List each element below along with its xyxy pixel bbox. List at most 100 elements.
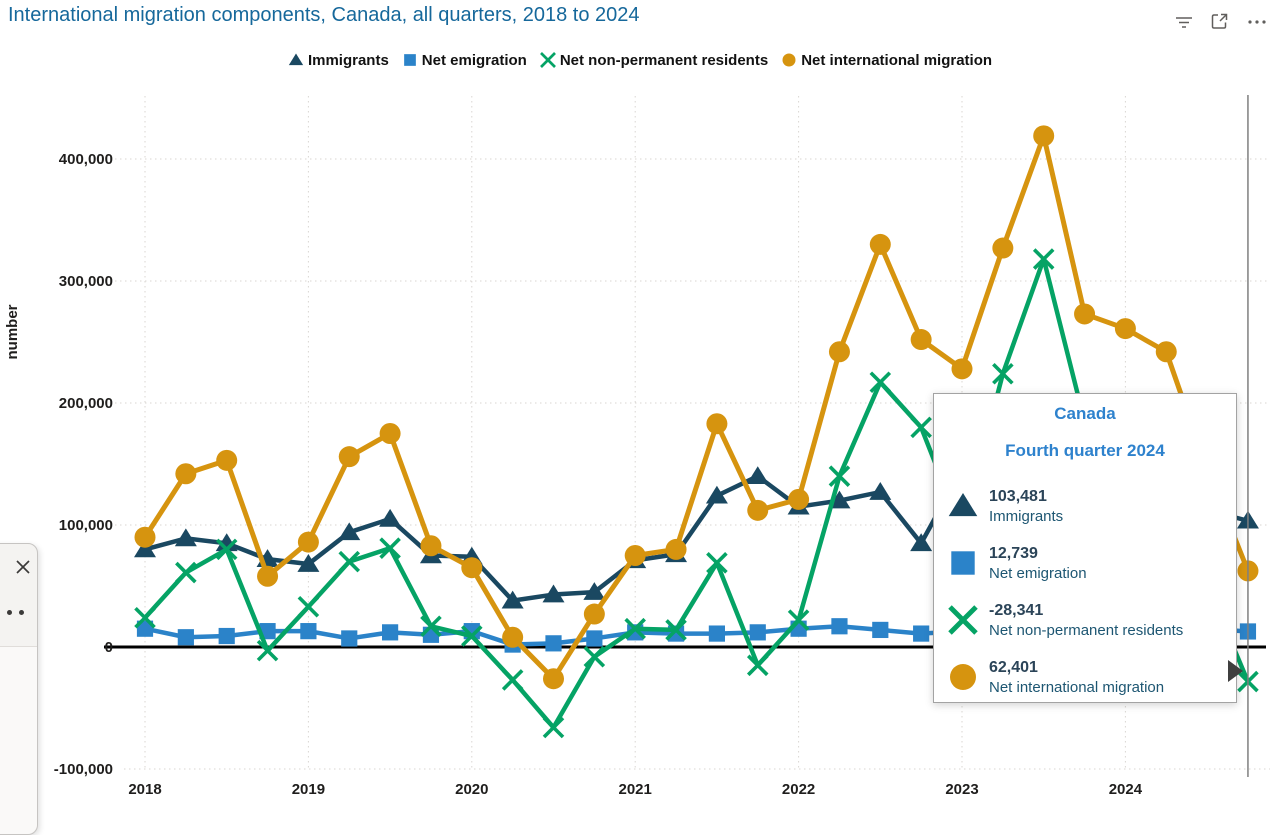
legend-item-net-emigration[interactable]: Net emigration — [402, 52, 527, 69]
triangle-marker[interactable] — [338, 522, 361, 541]
x-tick-label: 2019 — [292, 781, 325, 798]
triangle-marker[interactable] — [174, 528, 197, 547]
triangle-marker[interactable] — [583, 582, 606, 600]
square-marker[interactable] — [913, 625, 930, 642]
circle-marker[interactable] — [175, 463, 197, 485]
series-net-international-migration[interactable] — [134, 125, 1259, 690]
x-marker[interactable] — [828, 465, 851, 487]
circle-marker[interactable] — [1114, 318, 1136, 340]
circle-marker[interactable] — [297, 531, 319, 553]
square-marker[interactable] — [708, 625, 725, 642]
circle-marker[interactable] — [583, 603, 605, 625]
x-marker[interactable] — [746, 654, 769, 677]
square-marker[interactable] — [749, 624, 766, 641]
more-options-icon[interactable] — [1246, 13, 1268, 31]
tooltip-row: 12,739 Net emigration — [934, 539, 1236, 587]
circle-marker[interactable] — [420, 535, 442, 557]
x-marker[interactable] — [1032, 248, 1055, 270]
circle-marker[interactable] — [257, 565, 279, 587]
circle-marker[interactable] — [706, 413, 728, 435]
x-marker[interactable] — [624, 617, 646, 640]
triangle-marker[interactable] — [910, 533, 933, 552]
x-marker[interactable] — [297, 595, 320, 618]
triangle-marker[interactable] — [134, 539, 156, 558]
circle-marker[interactable] — [461, 557, 483, 579]
square-marker[interactable] — [951, 551, 975, 575]
triangle-marker[interactable] — [215, 533, 238, 552]
x-marker[interactable] — [665, 619, 687, 641]
circle-marker[interactable] — [216, 449, 238, 471]
circle-marker[interactable] — [910, 329, 932, 351]
x-marker[interactable] — [501, 669, 524, 691]
x-marker[interactable] — [787, 609, 810, 631]
circle-marker[interactable] — [624, 545, 646, 566]
side-panel — [0, 543, 38, 835]
triangle-marker[interactable] — [297, 554, 320, 572]
triangle-marker[interactable] — [948, 493, 978, 517]
y-tick-label: -100,000 — [54, 761, 113, 778]
circle-marker[interactable] — [782, 53, 796, 67]
circle-marker[interactable] — [828, 341, 850, 363]
triangle-marker[interactable] — [746, 466, 769, 484]
x-marker[interactable] — [256, 639, 279, 662]
x-marker[interactable] — [338, 550, 361, 573]
legend-item-net-non-permanent-residents[interactable]: Net non-permanent residents — [539, 52, 768, 69]
tooltip-series-label: Net emigration — [989, 564, 1087, 582]
filter-icon[interactable] — [1175, 13, 1193, 31]
x-marker[interactable] — [706, 552, 728, 574]
square-marker[interactable] — [872, 621, 889, 639]
x-marker[interactable] — [539, 52, 556, 68]
square-marker[interactable] — [586, 630, 603, 647]
x-marker[interactable] — [461, 625, 483, 647]
legend-item-immigrants[interactable]: Immigrants — [288, 52, 389, 69]
square-marker[interactable] — [136, 620, 154, 637]
square-marker[interactable] — [177, 629, 194, 646]
circle-marker[interactable] — [134, 526, 156, 548]
triangle-marker[interactable] — [705, 485, 728, 504]
square-marker[interactable] — [341, 630, 358, 647]
circle-marker[interactable] — [665, 538, 687, 560]
triangle-marker[interactable] — [379, 508, 402, 527]
close-icon[interactable] — [15, 559, 31, 580]
circle-marker[interactable] — [747, 499, 769, 521]
triangle-marker[interactable] — [869, 482, 892, 500]
triangle-marker[interactable] — [542, 584, 565, 603]
x-marker[interactable] — [869, 371, 892, 394]
x-marker[interactable] — [948, 605, 978, 635]
circle-marker[interactable] — [502, 626, 524, 648]
x-marker[interactable] — [910, 416, 932, 439]
circle-marker[interactable] — [338, 446, 360, 468]
circle-marker[interactable] — [1074, 303, 1096, 325]
square-marker[interactable] — [403, 54, 416, 66]
circle-marker[interactable] — [869, 233, 891, 255]
circle-marker[interactable] — [1155, 341, 1177, 363]
circle-marker[interactable] — [1033, 125, 1055, 147]
circle-legend-icon — [782, 53, 796, 67]
x-marker[interactable] — [583, 645, 606, 668]
triangle-marker[interactable] — [828, 490, 851, 509]
x-marker[interactable] — [992, 362, 1014, 385]
circle-marker[interactable] — [788, 488, 810, 510]
square-marker[interactable] — [831, 618, 848, 635]
square-marker[interactable] — [545, 635, 562, 652]
triangle-marker[interactable] — [501, 590, 524, 609]
x-marker[interactable] — [175, 561, 197, 584]
circle-marker[interactable] — [950, 664, 976, 690]
x-marker[interactable] — [134, 606, 156, 629]
x-marker[interactable] — [379, 537, 401, 559]
circle-marker[interactable] — [992, 237, 1014, 259]
square-marker[interactable] — [382, 624, 399, 641]
square-marker[interactable] — [300, 623, 317, 640]
x-marker[interactable] — [420, 615, 442, 638]
square-marker[interactable] — [218, 627, 235, 645]
triangle-marker[interactable] — [288, 53, 304, 66]
circle-marker[interactable] — [379, 423, 401, 444]
circle-marker[interactable] — [951, 358, 973, 380]
circle-marker[interactable] — [543, 668, 564, 690]
legend-item-net-international-migration[interactable]: Net international migration — [781, 52, 992, 69]
y-tick-label: 100,000 — [59, 517, 113, 534]
x-marker[interactable] — [542, 716, 565, 739]
focus-mode-icon[interactable] — [1210, 12, 1229, 31]
x-marker[interactable] — [215, 538, 238, 561]
drag-dots-icon[interactable] — [7, 610, 24, 615]
